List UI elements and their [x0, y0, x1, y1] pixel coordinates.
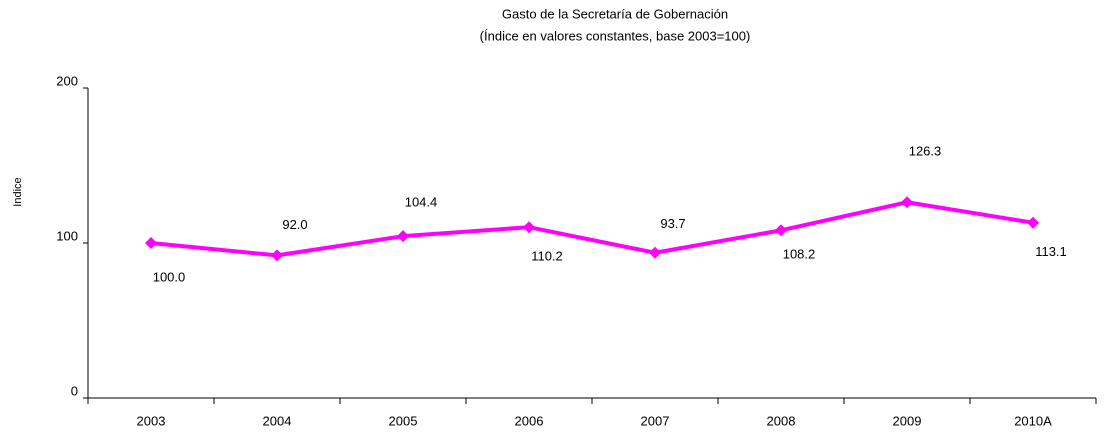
- marker: [775, 224, 787, 237]
- data-label: 93.7: [660, 216, 685, 231]
- marker: [145, 237, 157, 249]
- x-tick-label: 2003: [137, 413, 166, 428]
- chart-subtitle: (Índice en valores constantes, base 2003…: [480, 28, 751, 43]
- chart-title: Gasto de la Secretaría de Gobernación: [502, 6, 728, 21]
- marker: [523, 221, 535, 234]
- x-tick-label: 2004: [263, 413, 292, 428]
- x-tick-label: 2008: [767, 413, 796, 428]
- marker: [271, 249, 283, 262]
- x-tick-label: 2010A: [1014, 413, 1052, 428]
- marker: [901, 196, 913, 209]
- x-tick-label: 2009: [893, 413, 922, 428]
- data-label: 110.2: [531, 249, 563, 264]
- marker: [397, 230, 409, 243]
- y-tick-label: 0: [71, 383, 78, 398]
- x-tick-label: 2005: [389, 413, 418, 428]
- y-tick-label: 100: [56, 228, 78, 243]
- x-tick-label: 2006: [515, 413, 544, 428]
- data-label: 113.1: [1035, 244, 1067, 259]
- marker: [649, 246, 661, 259]
- data-label: 100.0: [153, 269, 186, 284]
- x-tick-label: 2007: [641, 413, 670, 428]
- data-label: 108.2: [783, 247, 816, 262]
- y-tick-label: 200: [56, 73, 78, 88]
- data-label: 104.4: [405, 195, 438, 210]
- data-label: 126.3: [909, 144, 942, 159]
- y-axis-label: Indice: [12, 177, 24, 206]
- marker: [1027, 216, 1039, 229]
- line: [150, 200, 1034, 258]
- data-label: 92.0: [282, 217, 307, 232]
